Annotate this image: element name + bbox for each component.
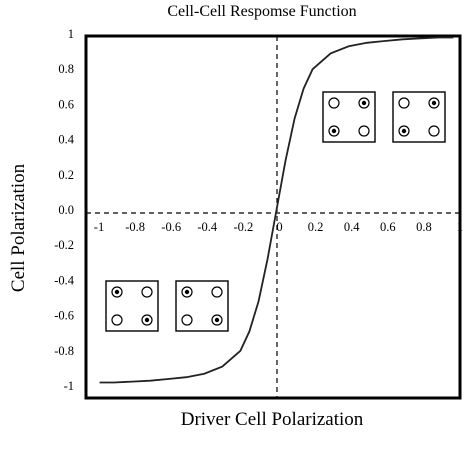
x-tick-label: 1 (457, 220, 463, 234)
response-curve (99, 36, 454, 384)
y-tick-label: 0.6 (58, 97, 74, 111)
qca-cell-icon (105, 280, 159, 332)
x-tick-labels: -1 -0.8 -0.6 -0.4 -0.2 0 0.2 0.4 0.6 0.8 1 (94, 220, 463, 234)
x-tick-label: 0 (276, 220, 282, 234)
qca-cell-icon (392, 91, 446, 143)
x-tick-label: -0.2 (234, 220, 254, 234)
x-tick-label: -1 (94, 220, 104, 234)
x-tick-label: 0.4 (344, 220, 360, 234)
qca-cell-icon (322, 91, 376, 143)
y-tick-label: -0.6 (54, 309, 74, 323)
x-tick-label: 0.8 (416, 220, 432, 234)
chart-title: Cell-Cell Respomse Function (167, 3, 356, 20)
y-tick-label: 0.2 (58, 168, 74, 182)
y-tick-label: -0.4 (54, 273, 75, 287)
x-tick-label: 0.6 (380, 220, 396, 234)
y-tick-label: 1 (68, 27, 74, 41)
x-tick-label: -0.4 (197, 220, 218, 234)
y-axis-title: Cell Polarization (8, 163, 29, 292)
plot-frame (84, 34, 462, 400)
x-axis-title: Driver Cell Polarization (181, 409, 364, 430)
x-tick-label: -0.8 (125, 220, 145, 234)
y-tick-label: 0.4 (58, 133, 74, 147)
y-tick-label: -1 (64, 379, 74, 393)
y-tick-label: -0.8 (54, 344, 74, 358)
y-tick-label: -0.2 (54, 238, 74, 252)
y-tick-label: 0.8 (58, 62, 74, 76)
qca-cell-icon (175, 280, 229, 332)
y-tick-labels: 1 0.8 0.6 0.4 0.2 0.0 -0.2 -0.4 -0.6 -0.8 -1 (54, 27, 75, 393)
x-tick-label: -0.6 (161, 220, 181, 234)
cell-insets (105, 91, 446, 332)
y-tick-label: 0.0 (58, 203, 74, 217)
x-tick-label: 0.2 (308, 220, 324, 234)
